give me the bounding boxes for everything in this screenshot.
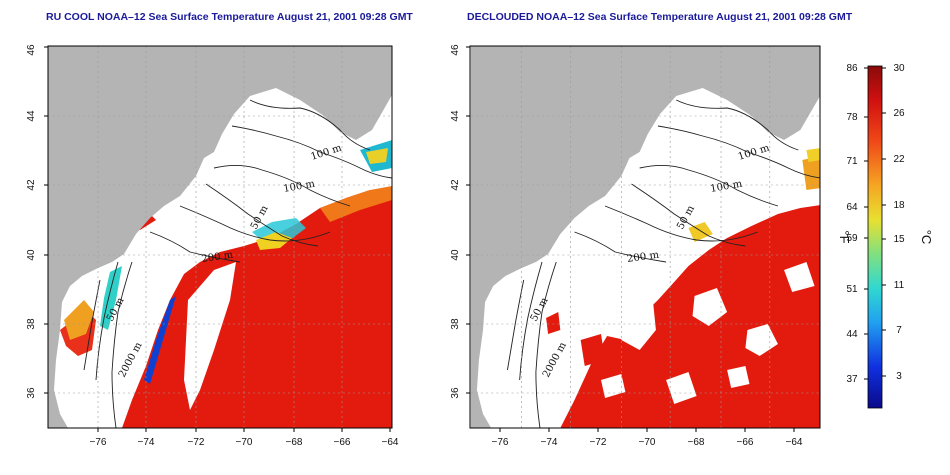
colorbar-fahrenheit-tick: 51 xyxy=(846,284,858,295)
colorbar-fahrenheit-tick: 37 xyxy=(846,374,858,385)
right-panel-title: DECLOUDED NOAA–12 Sea Surface Temperatur… xyxy=(467,11,853,23)
colorbar-celsius-tick: 15 xyxy=(893,234,905,245)
left-sst-white-gap xyxy=(184,262,236,410)
temperature-colorbar: 86 78 71 64 59 51 44 37 30 26 22 18 15 1… xyxy=(837,63,934,409)
left-y-tick-label: 46 xyxy=(26,44,37,56)
right-x-tick-label: −76 xyxy=(492,437,509,448)
right-y-axis xyxy=(466,46,470,394)
colorbar-celsius-label: °C xyxy=(919,230,934,245)
colorbar-celsius-tick: 26 xyxy=(893,108,905,119)
left-sst-warm-patch xyxy=(64,300,94,340)
left-y-tick-label: 40 xyxy=(26,249,37,261)
left-sst-cyan-coastal xyxy=(100,266,122,330)
colorbar-fahrenheit-tick: 71 xyxy=(846,156,858,167)
colorbar-fahrenheit-tick: 78 xyxy=(846,112,858,123)
right-map-panel: 100 m 100 m 50 m 200 m 50 m 2000 m −76 −… xyxy=(450,44,821,448)
right-x-tick-label: −72 xyxy=(590,437,607,448)
colorbar-fahrenheit-tick: 64 xyxy=(846,202,858,213)
right-sst-yellow-ne xyxy=(806,148,820,162)
left-graticule xyxy=(48,46,392,428)
right-sst-gap-6 xyxy=(727,366,750,388)
right-y-tick-label: 42 xyxy=(450,179,461,191)
right-y-tick-label: 46 xyxy=(450,44,461,56)
right-x-tick-label: −68 xyxy=(688,437,705,448)
colorbar-fahrenheit-tick: 59 xyxy=(846,233,858,244)
colorbar-fahrenheit-tick: 44 xyxy=(846,329,858,340)
right-x-axis xyxy=(499,428,795,432)
left-x-tick-label: −72 xyxy=(188,437,205,448)
colorbar-celsius-tick: 22 xyxy=(893,154,905,165)
left-y-tick-label: 38 xyxy=(26,318,37,330)
colorbar-celsius-tick: 7 xyxy=(896,325,902,336)
left-x-tick-label: −76 xyxy=(90,437,107,448)
left-x-tick-label: −64 xyxy=(382,437,399,448)
left-sst-blue-streak xyxy=(144,296,176,384)
right-sst-red-small xyxy=(546,312,561,334)
right-y-tick-label: 38 xyxy=(450,318,461,330)
right-y-tick-label: 44 xyxy=(450,110,461,122)
left-x-tick-label: −74 xyxy=(138,437,155,448)
left-sst-yellow-ne xyxy=(366,148,388,164)
right-sst-gap-5 xyxy=(784,262,815,292)
left-map-frame xyxy=(47,45,393,429)
colorbar-fahrenheit-label: °F xyxy=(837,230,852,243)
left-contour-label-4: 200 m xyxy=(201,250,234,265)
right-map-frame xyxy=(469,45,821,429)
colorbar-celsius-tick: 3 xyxy=(896,371,902,382)
left-y-tick-label: 44 xyxy=(26,110,37,122)
right-sst-gap-4 xyxy=(666,372,697,404)
colorbar-fahrenheit-tick: 86 xyxy=(846,63,858,74)
colorbar-celsius-tick: 11 xyxy=(894,280,905,291)
right-y-tick-label: 40 xyxy=(450,249,461,261)
right-x-tick-label: −64 xyxy=(786,437,803,448)
right-contour-label-4: 200 m xyxy=(626,250,660,265)
left-x-tick-label: −70 xyxy=(236,437,253,448)
colorbar-gradient xyxy=(867,65,883,409)
colorbar-celsius-tick: 30 xyxy=(893,63,905,74)
left-y-tick-label: 42 xyxy=(26,179,37,191)
left-y-axis xyxy=(44,46,48,394)
left-sst-orange-edge xyxy=(320,186,392,222)
colorbar-fahrenheit-ticks xyxy=(864,67,868,380)
left-x-tick-label: −66 xyxy=(334,437,351,448)
left-map-panel: 100 m 100 m 50 m 200 m 50 m 2000 m −76 −… xyxy=(26,44,399,448)
right-x-tick-label: −66 xyxy=(737,437,754,448)
colorbar-celsius-ticks xyxy=(882,67,886,377)
left-y-tick-label: 36 xyxy=(26,387,37,399)
colorbar-celsius-tick: 18 xyxy=(893,200,905,211)
right-sst-gap-7 xyxy=(600,374,626,398)
right-sst-red-west xyxy=(580,334,606,366)
right-sst-gap-2 xyxy=(692,288,728,326)
right-sst-orange-ne xyxy=(802,156,820,190)
left-x-tick-label: −68 xyxy=(286,437,303,448)
right-sst-gap-1 xyxy=(621,290,656,350)
right-graticule xyxy=(470,46,820,428)
right-y-tick-label: 36 xyxy=(450,387,461,399)
left-panel-title: RU COOL NOAA–12 Sea Surface Temperature … xyxy=(46,11,413,23)
right-x-tick-label: −74 xyxy=(541,437,558,448)
right-sst-hot-region xyxy=(560,205,820,428)
right-x-tick-label: −70 xyxy=(639,437,656,448)
left-x-axis xyxy=(97,428,391,432)
